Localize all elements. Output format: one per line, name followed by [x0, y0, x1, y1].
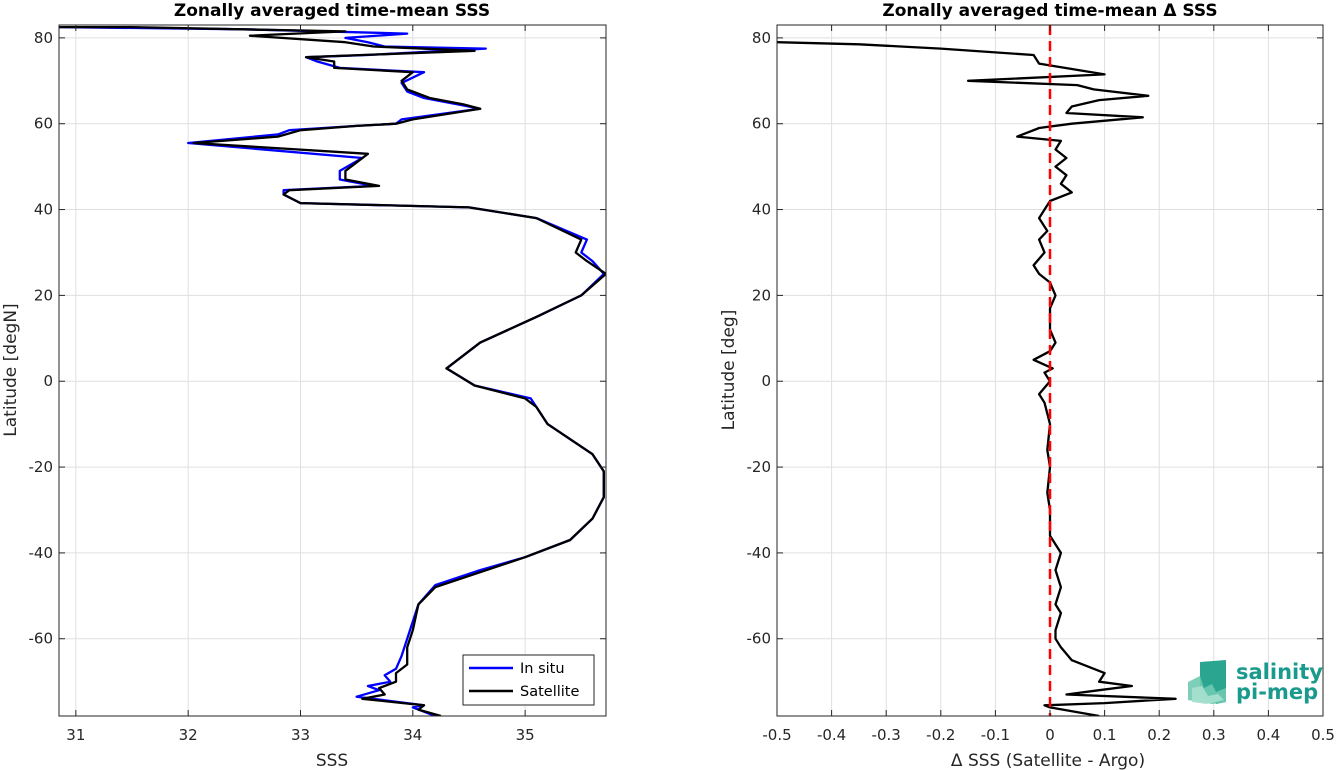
right-series-line-0 — [777, 41, 1177, 716]
right-x-tick-label: -0.2 — [926, 726, 955, 744]
right-x-tick-label: -0.5 — [762, 726, 791, 744]
right-chart-title: Zonally averaged time-mean Δ SSS — [882, 1, 1217, 21]
logo-text-salinity: salinity — [1236, 660, 1323, 684]
left-series-line-in-situ — [59, 25, 605, 716]
left-plot-frame — [58, 24, 607, 717]
right-y-tick-label: 60 — [752, 115, 771, 133]
left-y-tick-label: 20 — [34, 286, 53, 304]
right-y-tick-label: -20 — [747, 458, 772, 476]
right-x-tick-label: 0.3 — [1202, 726, 1226, 744]
left-y-tick-label: 0 — [43, 372, 53, 390]
left-x-tick-label: 31 — [66, 726, 85, 744]
legend-label-satellite: Satellite — [520, 684, 579, 700]
left-y-tick-label: 40 — [34, 201, 53, 219]
left-y-tick-label: 80 — [34, 29, 53, 47]
wave-logo-icon — [1188, 660, 1226, 704]
right-x-tick-label: -0.3 — [872, 726, 901, 744]
left-x-tick-label: 32 — [179, 726, 198, 744]
legend-label-in-situ: In situ — [520, 661, 565, 677]
legend-box — [462, 654, 595, 706]
right-y-tick-label: 20 — [752, 286, 771, 304]
right-y-tick-label: -40 — [747, 544, 772, 562]
left-x-tick-label: 34 — [403, 726, 422, 744]
left-x-axis-label: SSS — [316, 751, 348, 770]
left-x-tick-label: 35 — [516, 726, 535, 744]
right-tick-labels: -0.5 -0.4 -0.3 -0.2 -0.1 0 0.1 0.2 0.3 0.4 0.5 -60 -… — [747, 25, 1335, 744]
left-tick-labels: 31 32 33 34 35 -60 -40 -20 0 20 40 60 80 — [29, 25, 606, 744]
right-y-tick-label: -60 — [747, 630, 772, 648]
left-series-line-satellite — [59, 25, 606, 716]
right-x-tick-label: 0.5 — [1311, 726, 1335, 744]
left-x-tick-label: 33 — [291, 726, 310, 744]
right-y-tick-label: 80 — [752, 29, 771, 47]
left-axes: 31 32 33 34 35 -60 -40 -20 0 20 40 60 80 Zonally ave… — [1, 1, 607, 770]
right-x-axis-label: Δ SSS (Satellite - Argo) — [951, 751, 1145, 770]
right-y-axis-label: Latitude [deg] — [719, 310, 739, 431]
right-x-tick-label: 0.2 — [1147, 726, 1171, 744]
right-y-tick-label: 0 — [761, 372, 771, 390]
right-x-tick-label: 0.1 — [1093, 726, 1117, 744]
left-y-tick-label: -40 — [29, 544, 54, 562]
left-y-tick-label: 60 — [34, 115, 53, 133]
left-series-lines — [59, 25, 606, 716]
right-x-tick-label: -0.1 — [981, 726, 1010, 744]
left-y-tick-label: -60 — [29, 630, 54, 648]
left-y-axis-label: Latitude [degN] — [1, 303, 21, 436]
right-x-tick-label: -0.4 — [817, 726, 846, 744]
right-x-tick-label: 0.4 — [1256, 726, 1280, 744]
left-grid — [59, 25, 606, 716]
right-x-tick-label: 0 — [1045, 726, 1055, 744]
left-y-tick-label: -20 — [29, 458, 54, 476]
right-y-tick-label: 40 — [752, 201, 771, 219]
right-series-lines — [777, 25, 1177, 716]
salinity-pi-mep-logo: salinity pi-mep — [1188, 660, 1323, 704]
right-axes: -0.5 -0.4 -0.3 -0.2 -0.1 0 0.1 0.2 0.3 0.4 0.5 -60 -… — [719, 1, 1335, 770]
logo-text-pi-mep: pi-mep — [1236, 680, 1318, 704]
left-chart-title: Zonally averaged time-mean SSS — [174, 1, 490, 21]
legend: In situ Satellite — [462, 654, 595, 706]
